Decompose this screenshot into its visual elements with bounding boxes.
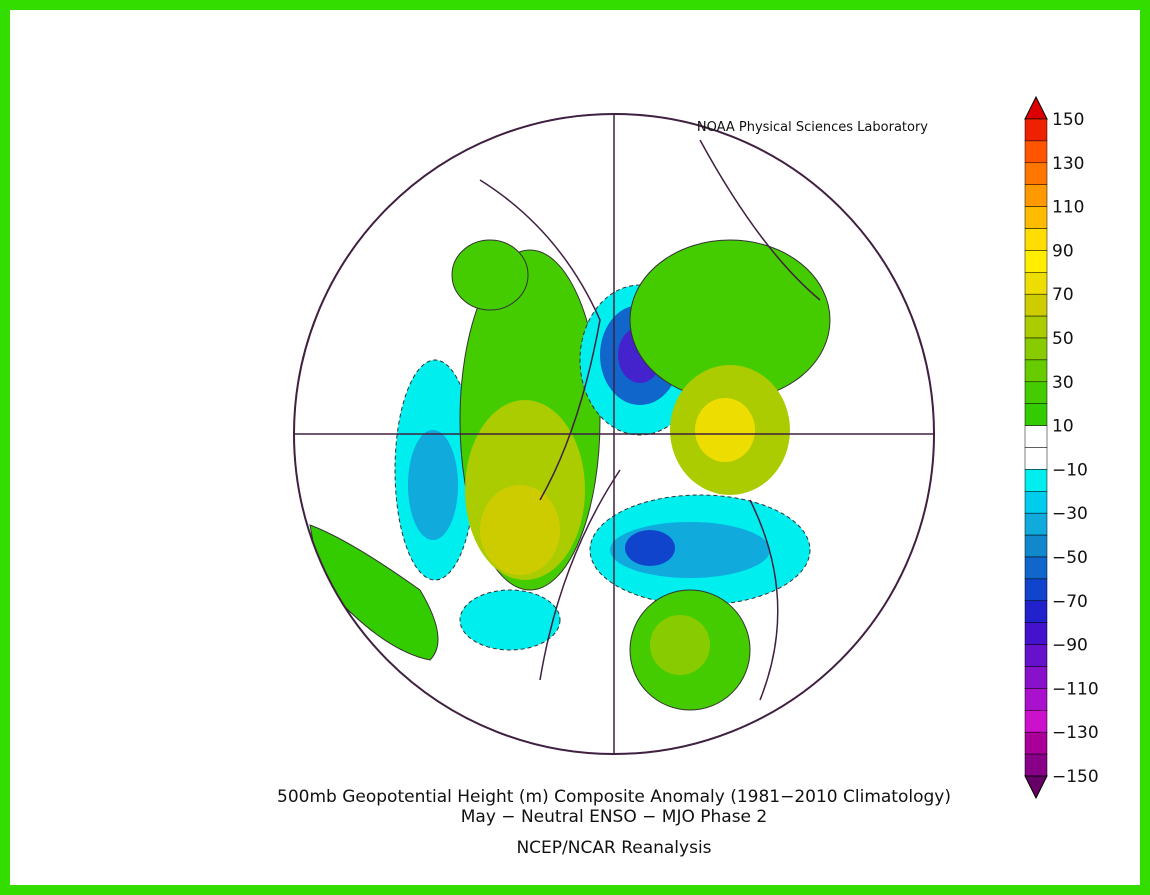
colorbar-label: −150 <box>1052 767 1099 787</box>
colorbar-cell <box>1024 622 1048 645</box>
colorbar-cell <box>1024 688 1048 711</box>
colorbar-cell <box>1024 293 1048 317</box>
colorbar-cell <box>1024 666 1048 689</box>
colorbar-label: 50 <box>1052 329 1074 349</box>
colorbar-cell <box>1024 206 1048 229</box>
colorbar-cell <box>1024 578 1048 602</box>
colorbar-cell <box>1024 710 1048 733</box>
colorbar-cell <box>1024 600 1048 623</box>
subtitle: May − Neutral ENSO − MJO Phase 2 <box>461 807 767 827</box>
colorbar-cell <box>1024 512 1048 536</box>
title: 500mb Geopotential Height (m) Composite … <box>277 787 951 807</box>
colorbar-label: 130 <box>1052 154 1084 174</box>
colorbar-label: −110 <box>1052 679 1099 699</box>
colorbar-label: 90 <box>1052 241 1074 261</box>
colorbar-label: 150 <box>1052 110 1084 130</box>
anomaly-field <box>294 114 934 754</box>
colorbar-cell <box>1024 337 1048 361</box>
colorbar-cell <box>1024 184 1048 207</box>
colorbar-cell <box>1024 359 1048 383</box>
colorbar-cell <box>1024 381 1048 404</box>
colorbar-label: −10 <box>1052 460 1088 480</box>
map-figure: NOAA Physical Sciences Laboratory 500mb … <box>277 95 1099 858</box>
colorbar-label: 30 <box>1052 373 1074 393</box>
colorbar-cell <box>1024 644 1048 667</box>
colorbar-cell <box>1024 731 1048 755</box>
colorbar-label: 110 <box>1052 198 1084 218</box>
colorbar-label: 10 <box>1052 417 1074 437</box>
colorbar-cell <box>1024 140 1048 164</box>
colorbar-cell <box>1024 491 1048 514</box>
colorbar-cell <box>1024 447 1048 470</box>
colorbar-cap <box>1024 95 1048 120</box>
colorbar-cell <box>1024 228 1048 251</box>
colorbar-cell <box>1024 534 1048 558</box>
colorbar-cell <box>1024 315 1048 339</box>
colorbar-cell <box>1024 556 1048 580</box>
colorbar-cell <box>1024 272 1048 295</box>
colorbar-cell <box>1024 162 1048 185</box>
colorbar-cell <box>1024 753 1048 777</box>
colorbar-label: −70 <box>1052 592 1088 612</box>
credit: NOAA Physical Sciences Laboratory <box>697 120 928 135</box>
colorbar-cell <box>1024 403 1048 426</box>
colorbar-label: −30 <box>1052 504 1088 524</box>
colorbar: 150 130 110 90 70 50 30 10 −10 −30 −50 −70 −90 −110 −1… <box>1024 95 1099 800</box>
colorbar-label: −90 <box>1052 636 1088 656</box>
colorbar-label: −130 <box>1052 723 1099 743</box>
colorbar-label: −50 <box>1052 548 1088 568</box>
colorbar-cell <box>1024 250 1048 273</box>
colorbar-cell <box>1024 469 1048 492</box>
colorbar-cap <box>1024 775 1048 800</box>
colorbar-label: 70 <box>1052 285 1074 305</box>
source: NCEP/NCAR Reanalysis <box>516 838 711 858</box>
colorbar-cell <box>1024 425 1048 448</box>
colorbar-cell <box>1024 118 1048 142</box>
